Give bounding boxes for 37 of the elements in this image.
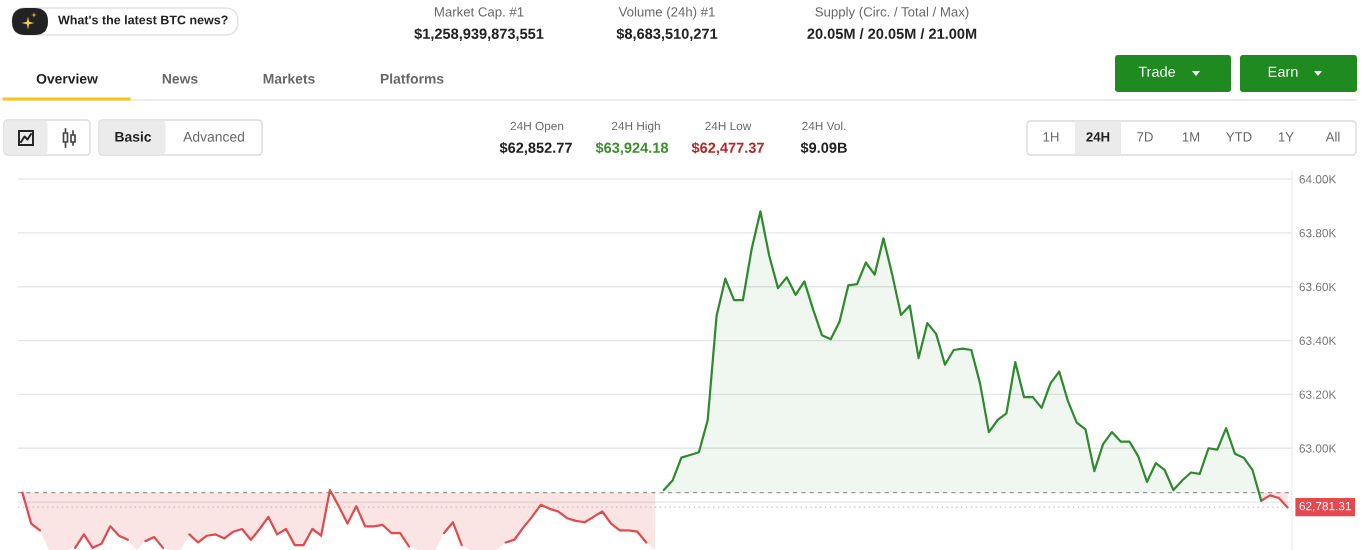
text: Basic — [115, 131, 152, 142]
text: Markets — [263, 73, 315, 84]
text: Volume (24h) #1 — [618, 6, 715, 20]
text: 24H Low — [705, 121, 752, 131]
text: 24H Vol. — [802, 121, 846, 131]
text: 24H — [1086, 132, 1110, 142]
text: What's the latest BTC news? — [58, 15, 228, 25]
text: News — [162, 74, 198, 84]
text: $8,683,510,271 — [616, 27, 718, 42]
text: 24H Open — [510, 121, 564, 133]
text: Platforms — [380, 73, 444, 84]
text: $62,477.37 — [691, 141, 764, 156]
y-tick-label: 64.00K — [1299, 175, 1337, 184]
text: Overview — [36, 73, 98, 84]
text: Supply (Circ. / Total / Max) — [815, 6, 969, 20]
ref-line-label: 62,781.31 — [1299, 501, 1351, 512]
text: Market Cap. #1 — [434, 6, 524, 20]
text: All — [1325, 131, 1340, 142]
y-tick-label: 63.60K — [1299, 282, 1337, 292]
text: 7D — [1137, 132, 1153, 142]
y-tick-label: 63.20K — [1299, 390, 1337, 399]
text: $63,924.18 — [595, 141, 669, 156]
text: $9.09B — [800, 141, 847, 154]
text: $1,258,939,873,551 — [414, 27, 544, 42]
text: 1M — [1182, 132, 1200, 142]
y-tick-label: 63.80K — [1299, 228, 1337, 238]
y-tick-label: 63.40K — [1299, 336, 1337, 345]
text: 20.05M / 20.05M / 21.00M — [807, 28, 977, 40]
text: YTD — [1226, 132, 1252, 142]
text: 1H — [1043, 132, 1059, 142]
y-tick-label: 63.00K — [1299, 444, 1337, 453]
text: 24H High — [611, 121, 660, 133]
text: Earn — [1268, 66, 1298, 77]
text: $62,852.77 — [499, 141, 572, 156]
text: Advanced — [183, 131, 244, 142]
text: Trade — [1138, 66, 1176, 77]
text: 1Y — [1278, 132, 1294, 142]
